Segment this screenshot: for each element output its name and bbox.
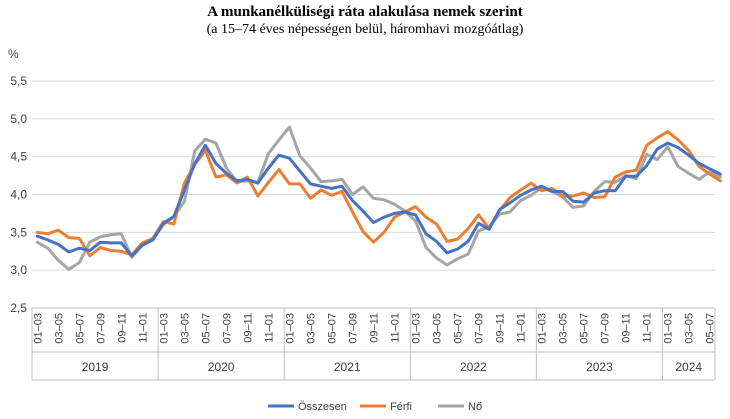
- series-line-Férfi: [35, 130, 722, 258]
- x-tick-label: 11–01: [642, 313, 654, 343]
- x-tick-label: 11–01: [263, 313, 275, 343]
- y-tick-label: 3,5: [10, 225, 27, 239]
- x-tick-label: 07–09: [600, 313, 612, 344]
- x-tick-label: 09–11: [116, 313, 128, 343]
- x-tick-label: 09–11: [621, 313, 633, 343]
- x-tick-label: 07–09: [474, 313, 486, 344]
- y-tick-label: 3,0: [10, 263, 27, 277]
- x-tick-label: 01–03: [411, 313, 423, 344]
- year-label: 2020: [208, 360, 235, 374]
- x-tick-label: 09–11: [242, 313, 254, 343]
- x-tick-label: 05–07: [579, 313, 591, 344]
- x-tick-label: 09–11: [369, 313, 381, 343]
- x-tick-label: 05–07: [200, 313, 212, 344]
- x-tick-label: 07–09: [221, 313, 233, 344]
- x-tick-label: 11–01: [390, 313, 402, 343]
- chart-subtitle: (a 15–74 éves népességen belül, háromhav…: [206, 22, 524, 37]
- x-tick-label: 01–03: [158, 313, 170, 344]
- x-tick-label: 03–05: [53, 313, 65, 344]
- x-tick-label: 01–03: [537, 313, 549, 344]
- x-tick-label: 01–03: [663, 313, 675, 344]
- x-tick-label: 05–07: [326, 313, 338, 344]
- x-tick-label: 03–05: [558, 313, 570, 344]
- x-tick-label: 11–01: [516, 313, 528, 343]
- chart-title: A munkanélküliségi ráta alakulása nemek …: [207, 4, 523, 20]
- year-label: 2019: [82, 360, 109, 374]
- x-tick-label: 01–03: [32, 313, 44, 344]
- year-label: 2023: [586, 360, 613, 374]
- year-label: 2021: [334, 360, 361, 374]
- y-tick-label: 5,0: [10, 112, 27, 126]
- legend-label: Nő: [468, 401, 482, 413]
- x-tick-label: 07–09: [95, 313, 107, 344]
- x-tick-label: 03–05: [684, 313, 696, 344]
- y-tick-label: 5,5: [10, 74, 27, 88]
- y-axis-label: %: [8, 47, 19, 61]
- y-tick-label: 2,5: [10, 301, 27, 315]
- x-tick-label: 01–03: [284, 313, 296, 344]
- y-tick-label: 4,0: [10, 188, 27, 202]
- x-tick-label: 07–09: [347, 313, 359, 344]
- x-tick-label: 05–07: [705, 313, 717, 344]
- x-tick-label: 03–05: [305, 313, 317, 344]
- legend-label: Férfi: [390, 401, 412, 413]
- x-tick-label: 05–07: [453, 313, 465, 344]
- y-tick-label: 4,5: [10, 150, 27, 164]
- x-tick-label: 03–05: [432, 313, 444, 344]
- series-line-Összesen: [35, 141, 722, 258]
- year-label: 2024: [675, 360, 702, 374]
- legend-label: Összesen: [298, 401, 347, 413]
- x-tick-label: 09–11: [495, 313, 507, 343]
- x-tick-label: 05–07: [74, 313, 86, 344]
- year-label: 2022: [460, 360, 487, 374]
- x-tick-label: 11–01: [137, 313, 149, 343]
- x-tick-label: 03–05: [179, 313, 191, 344]
